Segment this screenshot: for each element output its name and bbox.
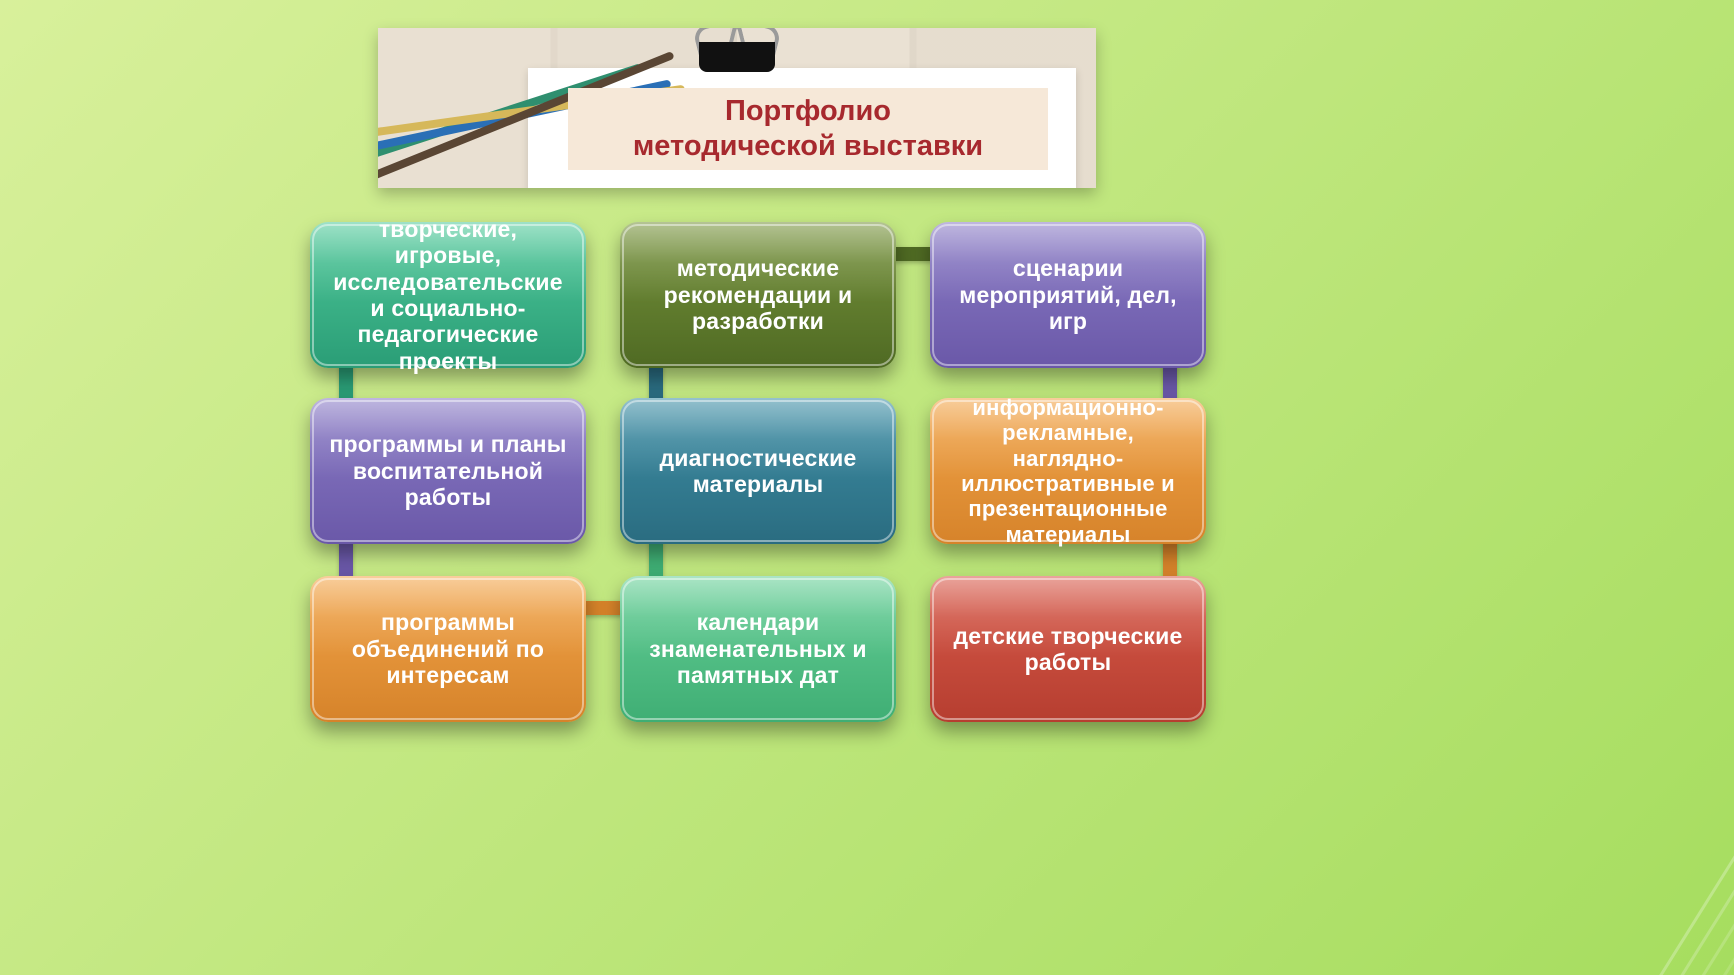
diagram-node-label: детские творческие работы <box>944 623 1192 676</box>
streak-line <box>1475 829 1734 975</box>
diagram-node-label: методические рекомендации и разработки <box>634 255 882 334</box>
streak-line <box>1475 931 1734 975</box>
diagram-node-label: сценарии мероприятий, дел, игр <box>944 255 1192 334</box>
diagram-node-label: диагностические материалы <box>634 445 882 498</box>
diagram-node: сценарии мероприятий, дел, игр <box>930 222 1206 368</box>
slide-root: Портфолио методической выставки творческ… <box>0 0 1734 975</box>
diagram-node-label: программы объединений по интересам <box>324 609 572 688</box>
title-line-2: методической выставки <box>633 129 983 164</box>
diagram-node: детские творческие работы <box>930 576 1206 722</box>
diagram-node: программы и планы воспитательной работы <box>310 398 586 544</box>
title-line-1: Портфолио <box>725 94 891 129</box>
diagram-node: календари знаменательных и памятных дат <box>620 576 896 722</box>
header-banner: Портфолио методической выставки <box>378 28 1096 188</box>
diagram-node-label: программы и планы воспитательной работы <box>324 431 572 510</box>
diagram-node: творческие, игровые, исследовательские и… <box>310 222 586 368</box>
diagram-node: диагностические материалы <box>620 398 896 544</box>
diagram-node-label: творческие, игровые, исследовательские и… <box>324 216 572 375</box>
diagram-node: программы объединений по интересам <box>310 576 586 722</box>
diagram-node: информационно-рекламные, наглядно-иллюст… <box>930 398 1206 544</box>
diagram-node-label: календари знаменательных и памятных дат <box>634 609 882 688</box>
diagram-node: методические рекомендации и разработки <box>620 222 896 368</box>
streak-line <box>1475 965 1734 975</box>
streak-line <box>1475 795 1734 975</box>
streak-line <box>1475 897 1734 975</box>
streaks-decor <box>1214 515 1734 975</box>
binder-clip-icon <box>689 28 785 72</box>
diagram-node-label: информационно-рекламные, наглядно-иллюст… <box>944 395 1192 547</box>
title-box: Портфолио методической выставки <box>568 88 1048 170</box>
streak-line <box>1475 863 1734 975</box>
